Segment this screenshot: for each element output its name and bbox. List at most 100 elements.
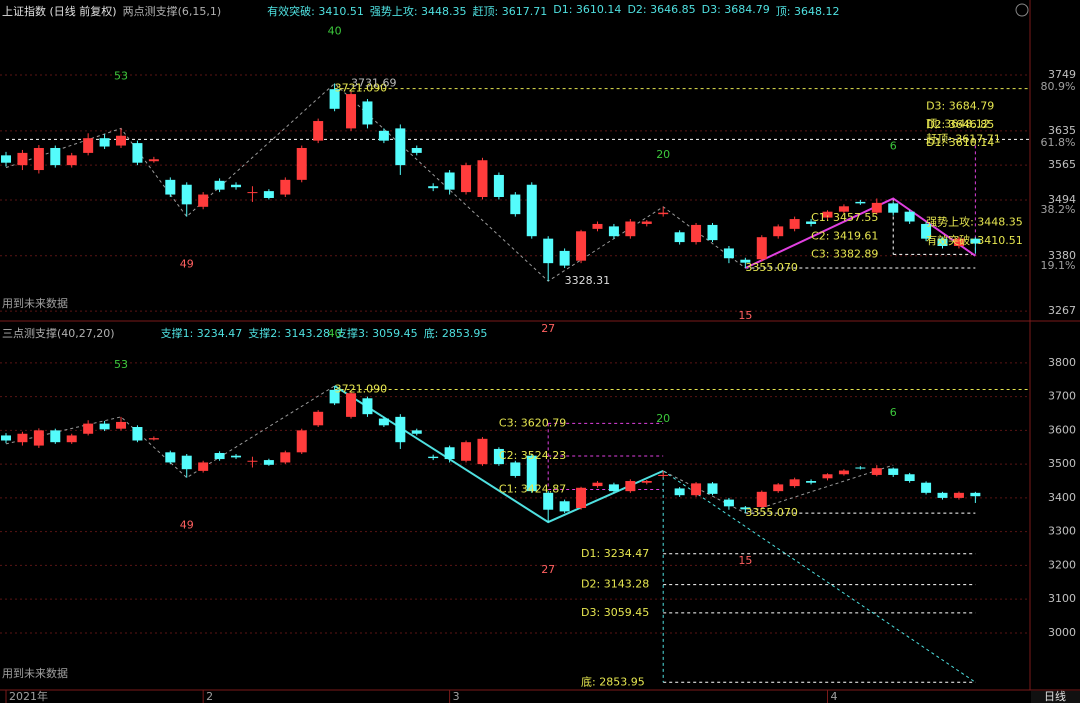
- candle-body: [658, 474, 669, 476]
- price-label: D3: 3059.45: [581, 606, 649, 619]
- indicator: 三点测支撑(40,27,20): [2, 327, 115, 340]
- period-label: 日线: [1044, 689, 1066, 703]
- y-tick-label: 3600: [1048, 423, 1076, 436]
- candle-body: [723, 248, 734, 259]
- candle-body: [493, 448, 504, 465]
- candle-body: [214, 180, 225, 190]
- price-label: 3355.070: [745, 506, 798, 519]
- note: 用到未来数据: [2, 296, 68, 310]
- candle-body: [148, 159, 159, 162]
- legend-item: 有效突破: 3410.51: [267, 5, 364, 18]
- y-tick-label: 3380: [1048, 249, 1076, 262]
- legend-item: 支撑2: 3143.28: [248, 327, 330, 340]
- candle-body: [477, 438, 488, 465]
- candle-body: [296, 147, 307, 180]
- price-label: 3731.69: [351, 76, 397, 89]
- candle-body: [99, 138, 110, 147]
- price-label: C3: 3382.89: [811, 247, 878, 260]
- price-label: 赶顶: 3617.71: [926, 131, 1001, 145]
- candle-body: [691, 224, 702, 243]
- candle-body: [428, 456, 439, 459]
- pivot-count: 27: [541, 563, 555, 576]
- pivot-count: 20: [656, 412, 670, 425]
- price-label: C3: 3620.79: [499, 416, 566, 429]
- price-label: D2: 3143.28: [581, 578, 649, 591]
- y-tick-label: 3500: [1048, 457, 1076, 470]
- pivot-count: 6: [890, 139, 897, 152]
- candle-body: [198, 194, 209, 207]
- candle-body: [50, 430, 61, 443]
- y-tick-label: 3494: [1048, 193, 1076, 206]
- legend-item: 底: 2853.95: [423, 327, 488, 340]
- candle-body: [559, 250, 570, 266]
- candle-body: [855, 201, 866, 204]
- legend-item: 支撑3: 3059.45: [335, 327, 418, 340]
- candle-body: [346, 94, 357, 129]
- candle-body: [33, 147, 44, 171]
- indicator: 两点测支撑(6,15,1): [122, 5, 222, 18]
- y-tick-label: 3400: [1048, 491, 1076, 504]
- price-label: D1: 3610.14: [926, 136, 994, 149]
- candle-body: [66, 155, 77, 166]
- bottom-header: 三点测支撑(40,27,20) 支撑1: 3234.47 支撑2: 3143.28…: [2, 325, 487, 341]
- fib-label: 61.8%: [1041, 136, 1076, 149]
- candle-body: [66, 435, 77, 443]
- candle-body: [444, 447, 455, 460]
- candle-body: [838, 470, 849, 475]
- candle-body: [116, 135, 127, 146]
- price-label: 3721.090: [335, 82, 388, 95]
- legend-item: 顶: 3648.12: [775, 5, 840, 18]
- candle-body: [17, 433, 28, 443]
- candle-body: [1, 155, 11, 163]
- candle-body: [970, 238, 981, 244]
- fib-label: 80.9%: [1041, 80, 1076, 93]
- candle-body: [247, 460, 258, 462]
- candle-body: [280, 179, 291, 195]
- candle-body: [510, 462, 521, 476]
- candle-body: [723, 499, 734, 507]
- candle-body: [411, 430, 422, 434]
- x-tick-label: 3: [453, 690, 460, 703]
- candle-body: [608, 226, 619, 237]
- candle-body: [165, 452, 176, 463]
- price-label: D1: 3234.47: [581, 547, 649, 560]
- candle-body: [50, 147, 61, 166]
- candle-body: [461, 165, 472, 193]
- settings-icon[interactable]: [1015, 3, 1029, 17]
- price-label: D2: 3646.85: [926, 118, 994, 131]
- trend-line: [662, 470, 976, 683]
- candle-body: [625, 481, 636, 492]
- candle-body: [608, 484, 619, 492]
- price-label: 3721.090: [335, 382, 388, 395]
- pivot-count: 27: [541, 322, 555, 335]
- candle-body: [740, 507, 751, 510]
- candle-body: [740, 259, 751, 263]
- candle-body: [526, 184, 537, 237]
- candle-body: [904, 474, 915, 482]
- candle-body: [707, 483, 718, 494]
- price-label: 3355.070: [745, 261, 798, 274]
- legend-item: D1: 3610.14: [553, 3, 622, 16]
- candle-body: [592, 223, 603, 229]
- candle-body: [181, 184, 192, 205]
- trend-line: [744, 197, 976, 269]
- candle-body: [789, 479, 800, 487]
- price-label: C1: 3424.87: [499, 483, 566, 496]
- candle-body: [855, 467, 866, 469]
- period-box[interactable]: [1031, 691, 1080, 703]
- candle-body: [937, 492, 948, 498]
- candle-body: [263, 460, 274, 465]
- candle-body: [165, 179, 176, 195]
- candle-body: [132, 426, 143, 441]
- candle-body: [362, 101, 373, 125]
- x-tick-label: 4: [831, 690, 838, 703]
- price-label: 3328.31: [565, 274, 611, 287]
- candle-body: [576, 231, 587, 261]
- candle-body: [576, 487, 587, 509]
- y-tick-label: 3100: [1048, 592, 1076, 605]
- candle-body: [33, 430, 44, 446]
- candle-body: [543, 238, 554, 264]
- y-tick-label: 3700: [1048, 390, 1076, 403]
